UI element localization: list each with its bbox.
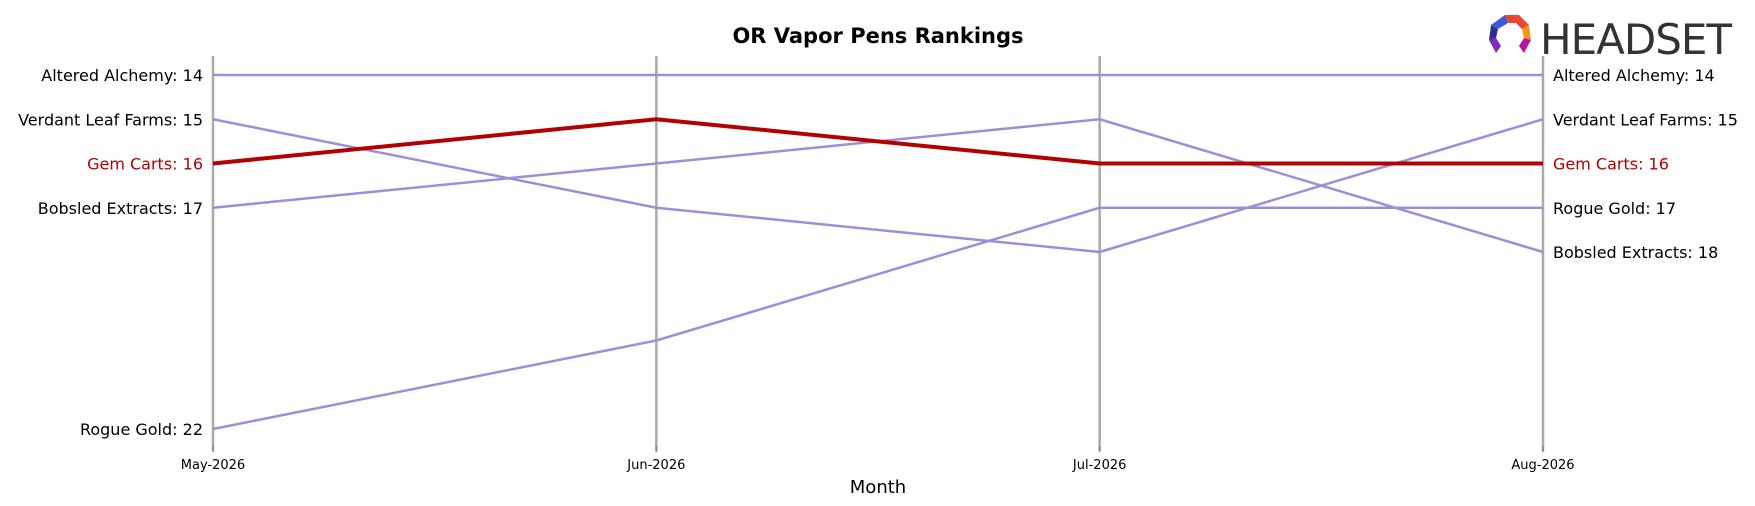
series-line-bobsled-extracts: [212, 118, 1544, 254]
series-lines: [212, 73, 1544, 431]
x-axis: May-2026 Jun-2026 Jul-2026 Aug-2026: [181, 446, 1575, 473]
x-tick-label-aug-2026: Aug-2026: [1511, 458, 1574, 473]
series-labels: Altered Alchemy: 14 Altered Alchemy: 14 Ve…: [18, 66, 1738, 439]
headset-logo: HEADSET: [1489, 15, 1733, 64]
x-axis-title: Month: [850, 477, 906, 498]
series-line-rogue-gold: [212, 206, 1543, 431]
end-label-rogue-gold: Rogue Gold: 17: [1553, 199, 1676, 218]
x-tick-label-may-2026: May-2026: [181, 458, 245, 473]
start-label-rogue-gold: Rogue Gold: 22: [80, 420, 203, 439]
logo-mark-icon: [1489, 15, 1531, 53]
gridlines: [211, 56, 1545, 451]
chart-title: OR Vapor Pens Rankings: [732, 24, 1023, 48]
start-label-bobsled-extracts: Bobsled Extracts: 17: [38, 199, 203, 218]
logo-wordmark: HEADSET: [1540, 15, 1732, 64]
start-label-gem-carts: Gem Carts: 16: [87, 155, 203, 174]
start-label-verdant-leaf-farms: Verdant Leaf Farms: 15: [18, 110, 203, 129]
start-label-altered-alchemy: Altered Alchemy: 14: [41, 66, 203, 85]
end-label-bobsled-extracts: Bobsled Extracts: 18: [1553, 243, 1718, 262]
x-tick-label-jun-2026: Jun-2026: [626, 458, 685, 473]
series-line-gem-carts: [212, 117, 1543, 166]
series-line-verdant-leaf-farms: [212, 118, 1544, 254]
end-label-verdant-leaf-farms: Verdant Leaf Farms: 15: [1553, 110, 1738, 129]
end-label-gem-carts: Gem Carts: 16: [1553, 155, 1669, 174]
end-label-altered-alchemy: Altered Alchemy: 14: [1553, 66, 1715, 85]
x-tick-label-jul-2026: Jul-2026: [1072, 458, 1126, 473]
